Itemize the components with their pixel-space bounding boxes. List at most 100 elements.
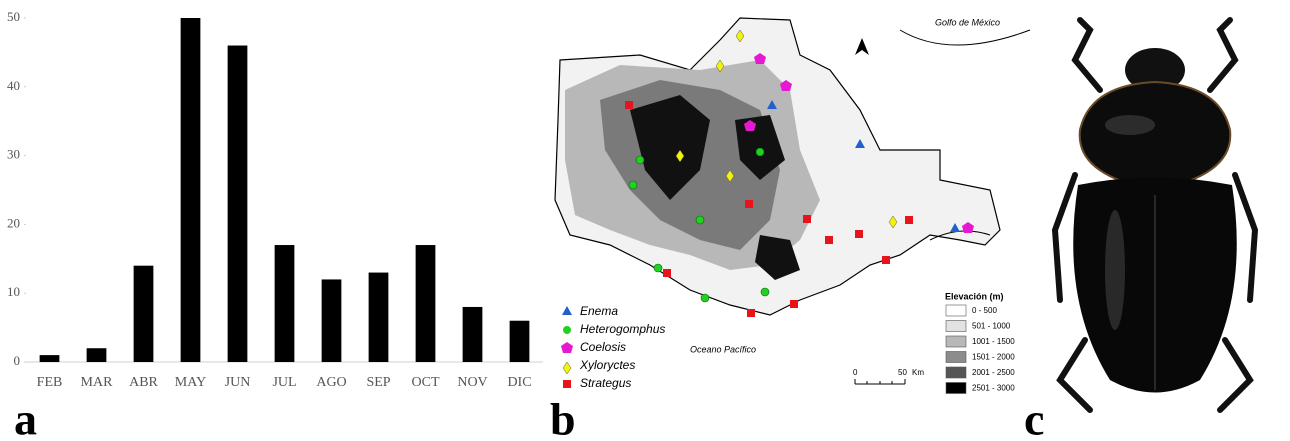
point xyxy=(745,200,753,208)
y-tick-label: 30 xyxy=(7,147,20,162)
point xyxy=(695,215,705,225)
legend-marker xyxy=(563,380,571,388)
elevation-swatch xyxy=(945,382,967,394)
legs xyxy=(1051,17,1259,413)
panel-label: a xyxy=(14,394,37,441)
elevation-title: Elevación (m) xyxy=(945,291,1004,301)
bar xyxy=(86,348,107,362)
point xyxy=(755,147,765,157)
point xyxy=(628,180,638,190)
elevation-legend: 0 - 500 501 - 1000 1001 - 1500 1501 - 2000 2… xyxy=(945,304,1015,394)
bar xyxy=(274,245,295,362)
y-tick-label: 50 xyxy=(7,9,20,24)
highlight xyxy=(1105,210,1125,330)
x-tick-label: DIC xyxy=(507,375,531,390)
highlight xyxy=(1105,115,1155,135)
point xyxy=(715,59,725,73)
pronotum xyxy=(1078,80,1232,192)
point xyxy=(803,215,811,223)
point xyxy=(747,309,755,317)
point xyxy=(855,139,865,148)
map-label: Golfo de México xyxy=(935,17,1000,27)
bar xyxy=(227,45,248,363)
coastline xyxy=(899,29,1031,46)
point xyxy=(790,300,798,308)
map-label: Oceano Pacífico xyxy=(690,344,756,354)
terrain xyxy=(630,95,800,280)
y-tick-label: 10 xyxy=(7,284,20,299)
bar xyxy=(39,355,60,362)
legend-label: Enema xyxy=(580,304,618,318)
legend-label: Xyloryctes xyxy=(579,358,635,372)
y-tick-label: 20 xyxy=(7,215,20,230)
elevation-label: 501 - 1000 xyxy=(972,322,1011,331)
elevation-swatch xyxy=(945,304,967,317)
point xyxy=(754,53,766,64)
point xyxy=(663,269,671,277)
point xyxy=(760,287,770,297)
legend-marker xyxy=(563,326,571,334)
y-tick-label: 0 xyxy=(14,353,21,368)
point xyxy=(725,169,735,183)
point xyxy=(962,222,974,233)
x-tick-label: MAY xyxy=(175,375,206,390)
legend-marker xyxy=(562,361,572,375)
bar xyxy=(415,245,436,362)
bar xyxy=(321,279,342,362)
legend-marker xyxy=(561,342,573,353)
point xyxy=(744,120,756,131)
bar xyxy=(509,320,530,362)
point xyxy=(905,216,913,224)
north-arrow xyxy=(855,38,869,55)
legend-marker xyxy=(562,306,572,315)
x-tick-label: ABR xyxy=(129,375,158,390)
legend-label: Heterogomphus xyxy=(580,322,665,336)
legend-label: Coelosis xyxy=(580,340,626,354)
point xyxy=(735,29,745,43)
occurrence-points xyxy=(625,29,974,317)
x-tick-label: NOV xyxy=(457,375,487,390)
x-tick-label: MAR xyxy=(81,375,114,390)
elevation-swatch xyxy=(945,366,967,379)
point xyxy=(653,263,663,273)
point xyxy=(888,215,898,229)
point xyxy=(767,100,777,109)
bar xyxy=(133,265,154,362)
point xyxy=(950,223,960,232)
bar xyxy=(180,18,201,362)
map: Golfo de México Oceano Pacífico Enema He… xyxy=(548,8,1032,400)
point xyxy=(825,236,833,244)
point xyxy=(882,256,890,264)
coastline xyxy=(929,230,991,241)
point xyxy=(855,230,863,238)
elevation-label: 1501 - 2000 xyxy=(972,353,1015,362)
scale-label: Km xyxy=(912,368,924,377)
point xyxy=(700,293,710,303)
x-tick-label: JUL xyxy=(272,375,296,390)
bar xyxy=(462,306,483,362)
elevation-label: 0 - 500 xyxy=(972,306,997,315)
scale-label: 50 xyxy=(898,368,907,377)
panel-label: b xyxy=(550,394,576,441)
elevation-swatch xyxy=(945,320,967,332)
y-tick-label: 40 xyxy=(7,78,20,93)
panel-label: c xyxy=(1024,394,1044,441)
elevation-label: 1001 - 1500 xyxy=(972,337,1015,346)
x-tick-label: JUN xyxy=(225,375,251,390)
head xyxy=(1125,48,1185,92)
x-tick-label: FEB xyxy=(37,375,63,390)
point xyxy=(635,155,645,165)
bar xyxy=(368,272,389,362)
point xyxy=(780,80,792,91)
scale-bar xyxy=(854,379,906,385)
point xyxy=(675,149,685,163)
legend-label: Strategus xyxy=(580,376,631,390)
elevation-swatch xyxy=(945,351,967,363)
scale-label: 0 xyxy=(853,368,858,377)
x-tick-label: AGO xyxy=(316,375,346,390)
elevation-label: 2501 - 3000 xyxy=(972,384,1015,393)
x-tick-label: SEP xyxy=(366,375,390,390)
beetle-photo xyxy=(1051,17,1259,413)
elevation-label: 2001 - 2500 xyxy=(972,368,1015,377)
